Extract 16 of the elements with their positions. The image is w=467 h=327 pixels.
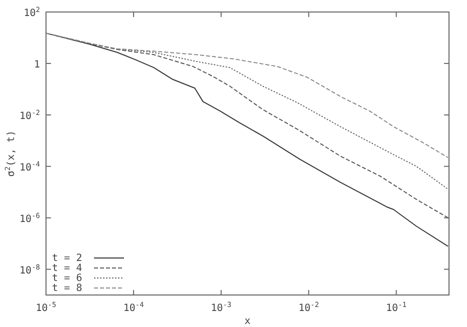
legend-label: t = 4: [52, 263, 82, 274]
x-tick-label: 10$^{-2}$: [298, 301, 319, 314]
y-tick-label: 10$^{2}$: [24, 6, 40, 19]
y-tick-label: 10$^{-6}$: [20, 212, 40, 225]
x-tick-label: 10$^{-4}$: [123, 301, 144, 314]
x-tick-label: 10$^{-5}$: [36, 301, 56, 314]
y-tick-label: 10$^{-4}$: [20, 160, 40, 174]
x-axis-title: x: [244, 316, 251, 327]
legend-label: t = 8: [52, 283, 82, 294]
legend-label: t = 6: [52, 273, 82, 284]
x-tick-label: 10$^{-1}$: [386, 301, 407, 314]
x-tick-label: 10$^{-3}$: [210, 301, 232, 314]
y-tick-label: 10$^{-8}$: [20, 263, 40, 276]
y-tick-label: 10$^{-2}$: [20, 108, 40, 122]
legend-label: t = 2: [52, 253, 82, 264]
y-tick-label: 1: [34, 59, 40, 70]
